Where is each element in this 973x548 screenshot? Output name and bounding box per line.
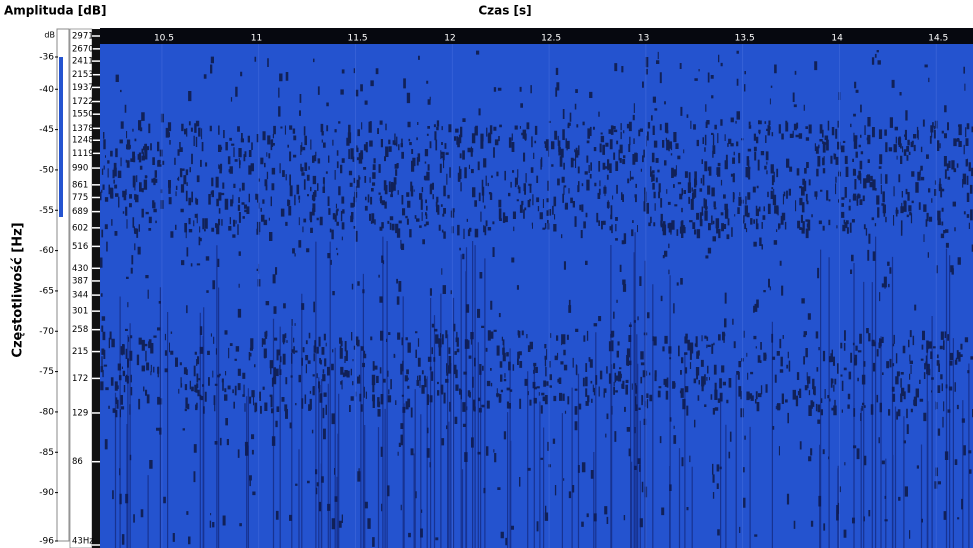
colorbar-tick-label: -45 bbox=[39, 125, 54, 135]
y-tick-label: 215 bbox=[72, 347, 88, 357]
y-tick-label: 775 bbox=[72, 193, 88, 203]
x-tick-label: 11 bbox=[251, 34, 262, 44]
y-tick-label: 1937 bbox=[72, 83, 94, 93]
x-tick-label: 13 bbox=[638, 34, 649, 44]
x-tick-label: 10.5 bbox=[154, 34, 174, 44]
colorbar-tick-label: -96 bbox=[39, 537, 54, 547]
y-tick-label: 516 bbox=[72, 242, 88, 252]
x-tick-label: 12 bbox=[444, 34, 455, 44]
y-tick-label: 387 bbox=[72, 276, 88, 286]
colorbar-tick-label: -75 bbox=[39, 367, 54, 377]
x-axis-label: Czas [s] bbox=[478, 4, 531, 18]
colorbar-unit: dB bbox=[44, 31, 55, 40]
frequency-ruler bbox=[92, 29, 100, 548]
x-tick-label: 11.5 bbox=[348, 34, 368, 44]
y-tick-label: 1550 bbox=[72, 110, 94, 120]
y-tick-label: 1248 bbox=[72, 136, 94, 146]
x-tick-label: 14 bbox=[831, 34, 843, 44]
y-tick-label: 1119 bbox=[72, 149, 94, 159]
x-tick-label: 14.5 bbox=[928, 34, 948, 44]
x-tick-label: 12.5 bbox=[541, 34, 561, 44]
plot-area bbox=[100, 28, 973, 548]
y-tick-label: 861 bbox=[72, 180, 88, 190]
y-tick-label: 2670 bbox=[72, 44, 94, 54]
y-tick-label: 344 bbox=[72, 291, 88, 301]
colorbar-tick-label: -85 bbox=[39, 448, 54, 458]
y-tick-label: 2971 bbox=[72, 32, 94, 42]
y-axis-label: Częstotliwość [Hz] bbox=[11, 222, 26, 357]
y-tick-label: 689 bbox=[72, 207, 88, 217]
y-tick-label: 258 bbox=[72, 325, 88, 335]
colorbar-tick-label: -50 bbox=[39, 165, 54, 175]
y-tick-label: 129 bbox=[72, 408, 88, 418]
y-tick-label: 430 bbox=[72, 264, 88, 274]
colorbar-tick-label: -90 bbox=[39, 488, 54, 498]
colorbar-tick-label: -55 bbox=[39, 206, 54, 216]
y-tick-label: 990 bbox=[72, 164, 88, 174]
y-tick-label: 2411 bbox=[72, 57, 94, 67]
spectrogram-streaks bbox=[114, 232, 970, 548]
colorbar-tick-label: -40 bbox=[39, 85, 54, 95]
colorbar-tick-label: -36 bbox=[39, 53, 54, 63]
colorbar-title: Amplituda [dB] bbox=[4, 4, 106, 18]
colorbar-tick-label: -60 bbox=[39, 246, 54, 256]
y-tick-label: 1722 bbox=[72, 97, 94, 107]
y-tick-label: 86 bbox=[72, 457, 83, 467]
colorbar-tick-label: -65 bbox=[39, 286, 54, 296]
y-tick-label: 172 bbox=[72, 374, 88, 384]
colorbar-tick-label: -70 bbox=[39, 327, 54, 337]
x-tick-label: 13.5 bbox=[735, 34, 755, 44]
y-tick-label: 1378 bbox=[72, 124, 94, 134]
y-tick-label: 43Hz bbox=[72, 537, 94, 547]
y-tick-label: 2153 bbox=[72, 70, 94, 80]
colorbar-tick-label: -80 bbox=[39, 407, 54, 417]
y-tick-label: 602 bbox=[72, 223, 88, 233]
y-tick-label: 301 bbox=[72, 307, 88, 317]
colorbar-level bbox=[59, 57, 63, 217]
time-strip bbox=[100, 28, 973, 44]
